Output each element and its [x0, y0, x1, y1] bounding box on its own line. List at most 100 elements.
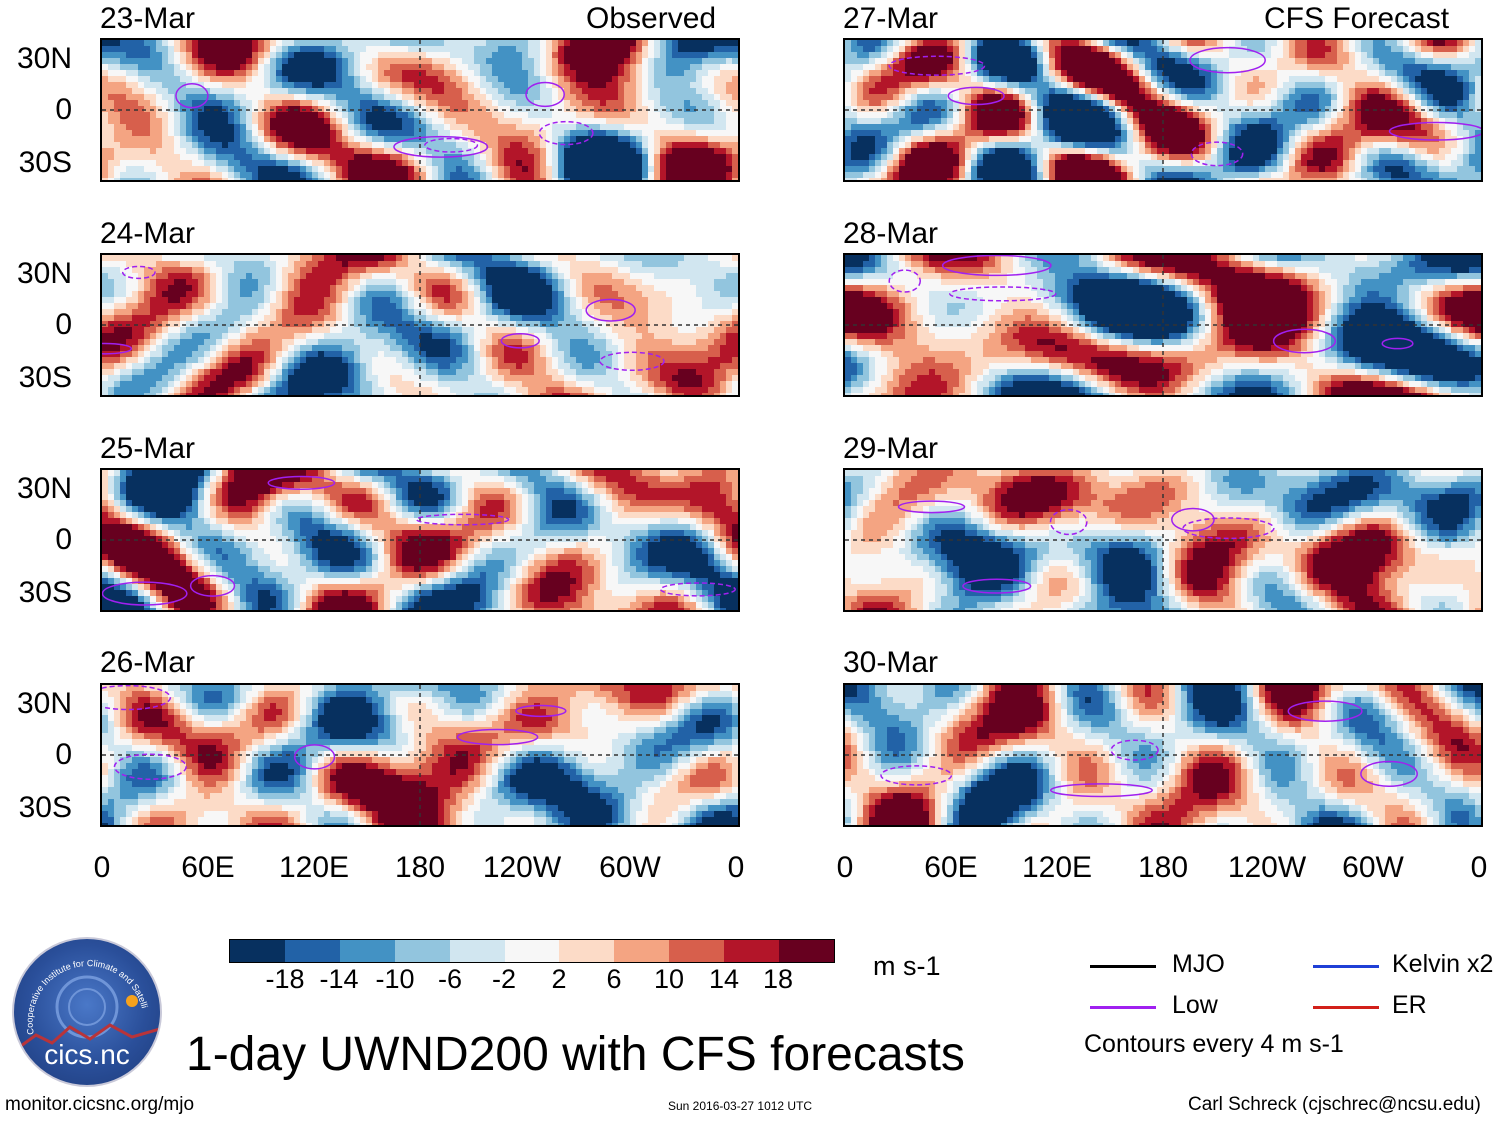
- colorbar-tick: 10: [639, 964, 699, 995]
- contour-note: Contours every 4 m s-1: [1084, 1030, 1344, 1059]
- legend-mjo-label: MJO: [1172, 950, 1225, 979]
- colorbar-tick: 2: [529, 964, 589, 995]
- colorbar-swatch: [284, 940, 340, 962]
- low-contour: [897, 500, 966, 514]
- ytick-0-4: 0: [2, 740, 72, 770]
- colorbar-tick: -18: [255, 964, 315, 995]
- panel-date-25: 25-Mar: [100, 434, 195, 464]
- low-contour: [888, 269, 922, 293]
- footer-author: Carl Schreck (cjschrec@ncsu.edu): [1188, 1094, 1481, 1116]
- low-contour: [538, 120, 594, 146]
- colorbar-tick: -2: [474, 964, 534, 995]
- xtick-right-60e: 60E: [891, 853, 1011, 883]
- xtick-left-120w: 120W: [462, 853, 582, 883]
- low-contour: [888, 55, 986, 76]
- low-contour: [1049, 783, 1153, 798]
- colorbar: [229, 939, 835, 963]
- colorbar-tick: -14: [309, 964, 369, 995]
- low-contour: [962, 578, 1032, 594]
- legend-low-label: Low: [1172, 991, 1218, 1020]
- colorbar-swatch: [614, 940, 670, 962]
- colorbar-swatch: [559, 940, 615, 962]
- ytick-30n-3: 30N: [2, 474, 72, 504]
- low-contour: [1388, 121, 1481, 141]
- panel-date-23: 23-Mar: [100, 4, 195, 34]
- legend-mjo-line: [1090, 965, 1156, 968]
- low-contour: [659, 582, 736, 597]
- colorbar-swatch: [779, 940, 834, 962]
- colorbar-tick: 14: [694, 964, 754, 995]
- xtick-right-180: 180: [1103, 853, 1223, 883]
- ytick-30n-4: 30N: [2, 689, 72, 719]
- panel-date-24: 24-Mar: [100, 219, 195, 249]
- low-contour: [599, 351, 665, 371]
- low-contour: [1171, 507, 1215, 532]
- panel-27-mar: [843, 38, 1483, 182]
- low-contour: [189, 574, 236, 597]
- low-contour: [113, 753, 187, 780]
- low-contour: [1190, 141, 1244, 167]
- panel-30-mar: [843, 683, 1483, 827]
- observed-label: Observed: [586, 4, 716, 34]
- forecast-label: CFS Forecast: [1264, 4, 1449, 34]
- colorbar-swatch: [339, 940, 395, 962]
- colorbar-swatch: [230, 940, 285, 962]
- ytick-0-3: 0: [2, 525, 72, 555]
- logo-ring-text: Cooperative Institute for Climate and Sa…: [14, 939, 150, 1035]
- low-contour: [949, 286, 1057, 302]
- low-contour: [1360, 760, 1418, 787]
- xtick-left-60w: 60W: [570, 853, 690, 883]
- legend-kelvin-line: [1313, 965, 1379, 968]
- xtick-right-360: 0: [1419, 853, 1510, 883]
- low-contour: [102, 685, 172, 711]
- panel-24-mar: [100, 253, 740, 397]
- low-contour: [515, 704, 567, 718]
- low-contour: [424, 137, 479, 153]
- chart-title: 1-day UWND200 with CFS forecasts: [186, 1027, 965, 1082]
- colorbar-tick: -10: [365, 964, 425, 995]
- logo-text: cics.nc: [44, 1039, 130, 1070]
- legend-kelvin-label: Kelvin x2: [1392, 950, 1493, 979]
- panel-date-27: 27-Mar: [843, 4, 938, 34]
- low-contour: [1287, 700, 1363, 722]
- low-contour: [525, 81, 565, 108]
- xtick-left-120e: 120E: [254, 853, 374, 883]
- colorbar-tick: 18: [748, 964, 808, 995]
- xtick-left-0: 0: [42, 853, 162, 883]
- ytick-30s-4: 30S: [2, 793, 72, 823]
- low-contour: [585, 298, 636, 322]
- xtick-left-180: 180: [360, 853, 480, 883]
- low-contour: [393, 135, 489, 158]
- low-contour: [1272, 328, 1337, 354]
- ytick-30s-3: 30S: [2, 578, 72, 608]
- low-contour: [456, 728, 539, 746]
- units-label: m s-1: [873, 951, 941, 982]
- low-contour: [947, 86, 1005, 106]
- legend-low-line: [1090, 1006, 1156, 1009]
- low-contour: [293, 744, 336, 770]
- panel-26-mar: [100, 683, 740, 827]
- ytick-30s-1: 30S: [2, 148, 72, 178]
- xtick-left-60e: 60E: [148, 853, 268, 883]
- low-contour: [415, 513, 510, 526]
- panel-date-26: 26-Mar: [100, 648, 195, 678]
- low-contour: [121, 265, 156, 280]
- panel-date-30: 30-Mar: [843, 648, 938, 678]
- xtick-right-120e: 120E: [997, 853, 1117, 883]
- colorbar-swatch: [449, 940, 505, 962]
- ytick-30n-2: 30N: [2, 259, 72, 289]
- low-contour: [175, 83, 209, 109]
- low-contour: [102, 342, 133, 355]
- low-contour: [1049, 508, 1088, 536]
- colorbar-tick: -6: [420, 964, 480, 995]
- xtick-right-120w: 120W: [1207, 853, 1327, 883]
- ytick-30s-2: 30S: [2, 363, 72, 393]
- colorbar-tick: 6: [584, 964, 644, 995]
- low-contour: [500, 332, 540, 349]
- colorbar-swatch: [669, 940, 725, 962]
- panel-date-28: 28-Mar: [843, 219, 938, 249]
- ytick-30n-1: 30N: [2, 44, 72, 74]
- xtick-right-0: 0: [785, 853, 905, 883]
- footer-url[interactable]: monitor.cicsnc.org/mjo: [5, 1094, 194, 1116]
- panel-28-mar: [843, 253, 1483, 397]
